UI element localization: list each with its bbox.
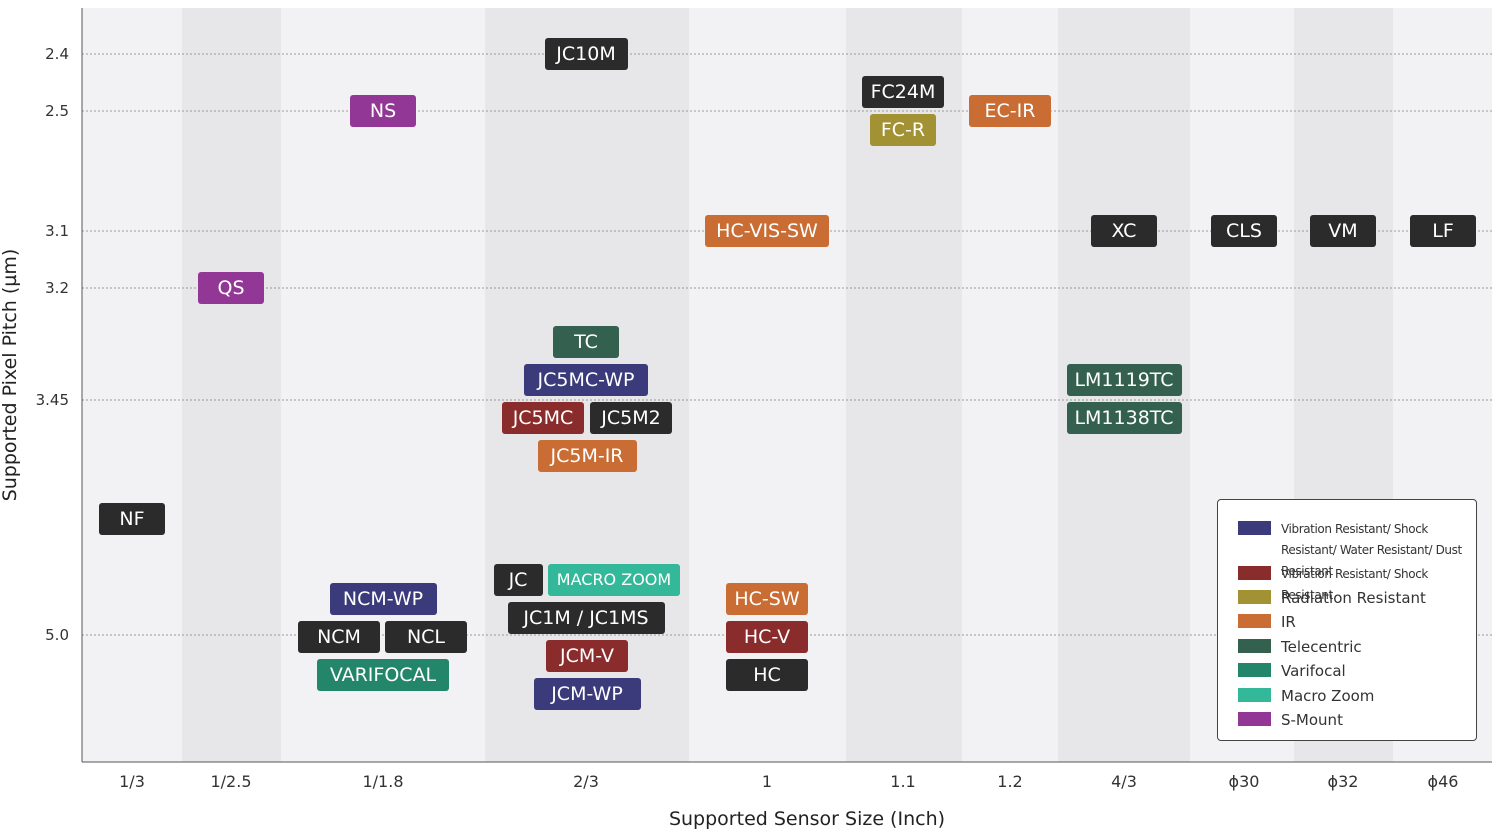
product-badge-jcm-wp: JCM-WP bbox=[533, 678, 641, 710]
product-badge-varifocal: VARIFOCAL bbox=[317, 659, 449, 691]
y-tick-label: 2.4 bbox=[45, 45, 69, 63]
legend-swatch bbox=[1238, 614, 1271, 628]
product-badge-hc-vis-sw: HC-VIS-SW bbox=[705, 215, 829, 247]
column-band bbox=[82, 8, 182, 762]
legend-item: Radiation Resistant bbox=[1238, 588, 1471, 608]
product-badge-lf: LF bbox=[1410, 215, 1476, 247]
legend-item: IR bbox=[1238, 612, 1471, 632]
x-axis-label: Supported Sensor Size (Inch) bbox=[669, 808, 945, 830]
legend-item: Macro Zoom bbox=[1238, 686, 1471, 706]
product-badge-lm1138tc: LM1138TC bbox=[1066, 402, 1182, 434]
legend-swatch bbox=[1238, 590, 1271, 604]
legend-swatch bbox=[1238, 712, 1271, 726]
y-tick-labels: 2.4 2.5 3.1 3.2 3.45 5.0 bbox=[36, 45, 69, 644]
product-badge-cls: CLS bbox=[1211, 215, 1277, 247]
product-badge-ncm: NCM bbox=[298, 621, 380, 653]
legend-label: Telecentric bbox=[1281, 638, 1362, 656]
x-tick-label: 1/3 bbox=[119, 772, 145, 791]
product-badge-tc: TC bbox=[553, 326, 619, 358]
x-tick-label: ϕ30 bbox=[1229, 772, 1260, 791]
x-tick-label: 1/1.8 bbox=[362, 772, 403, 791]
x-tick-labels: 1/3 1/2.5 1/1.8 2/3 1 1.1 1.2 4/3 ϕ30 ϕ32 ϕ46 bbox=[119, 772, 1458, 791]
legend-label: Vibration Resistant/ Shock Resistant/ Wa… bbox=[1281, 522, 1462, 578]
x-tick-label: 2/3 bbox=[573, 772, 599, 791]
product-badge-jc5m-ir: JC5M-IR bbox=[537, 440, 637, 472]
y-tick-label: 3.2 bbox=[45, 279, 69, 297]
y-tick-label: 2.5 bbox=[45, 102, 69, 120]
product-badge-ec-ir: EC-IR bbox=[969, 95, 1051, 127]
legend-swatch bbox=[1238, 566, 1271, 580]
legend: Vibration Resistant/ Shock Resistant/ Wa… bbox=[1217, 499, 1477, 741]
product-badge-jc5mc: JC5MC bbox=[502, 402, 584, 434]
column-band bbox=[182, 8, 281, 762]
product-badge-jc10m: JC10M bbox=[544, 38, 628, 70]
product-badge-ns: NS bbox=[350, 95, 416, 127]
x-tick-label: 1/2.5 bbox=[210, 772, 251, 791]
y-tick-label: 5.0 bbox=[45, 626, 69, 644]
product-badge-jc: JC bbox=[493, 564, 543, 596]
product-badge-macro-zoom: MACRO ZOOM bbox=[548, 564, 680, 596]
y-tick-label: 3.45 bbox=[36, 391, 69, 409]
column-band bbox=[962, 8, 1058, 762]
legend-item: Vibration Resistant/ Shock Resistant/ Wa… bbox=[1238, 519, 1471, 582]
y-tick-label: 3.1 bbox=[45, 222, 69, 240]
product-badge-lm1119tc: LM1119TC bbox=[1066, 364, 1182, 396]
product-badge-nf: NF bbox=[99, 503, 165, 535]
legend-label: Vibration Resistant/ Shock Resistant bbox=[1281, 567, 1428, 602]
x-tick-label: ϕ32 bbox=[1328, 772, 1359, 791]
product-badge-fc-r: FC-R bbox=[870, 114, 936, 146]
legend-item: Vibration Resistant/ Shock Resistant bbox=[1238, 564, 1471, 606]
legend-swatch bbox=[1238, 663, 1271, 677]
x-tick-label: 1 bbox=[762, 772, 772, 791]
x-tick-label: 4/3 bbox=[1111, 772, 1137, 791]
legend-swatch bbox=[1238, 521, 1271, 535]
x-tick-label: ϕ46 bbox=[1428, 772, 1459, 791]
product-badge-hc: HC bbox=[726, 659, 808, 691]
x-tick-label: 1.2 bbox=[997, 772, 1022, 791]
legend-item: S-Mount bbox=[1238, 710, 1471, 730]
product-badge-jc5m2: JC5M2 bbox=[590, 402, 672, 434]
product-badge-xc: XC bbox=[1091, 215, 1157, 247]
legend-label: Radiation Resistant bbox=[1281, 589, 1426, 607]
legend-label: S-Mount bbox=[1281, 711, 1343, 729]
legend-item: Telecentric bbox=[1238, 637, 1471, 657]
product-badge-fc24m: FC24M bbox=[862, 76, 944, 108]
legend-item: Varifocal bbox=[1238, 661, 1471, 681]
product-badge-qs: QS bbox=[198, 272, 264, 304]
product-badge-jc1m-jc1ms: JC1M / JC1MS bbox=[507, 602, 665, 634]
legend-label: Varifocal bbox=[1281, 662, 1346, 680]
x-tick-label: 1.1 bbox=[890, 772, 915, 791]
product-badge-jcm-v: JCM-V bbox=[546, 640, 628, 672]
legend-label: Macro Zoom bbox=[1281, 687, 1375, 705]
product-badge-hc-v: HC-V bbox=[726, 621, 808, 653]
product-badge-vm: VM bbox=[1310, 215, 1376, 247]
legend-label: IR bbox=[1281, 613, 1296, 631]
product-badge-ncl: NCL bbox=[385, 621, 467, 653]
product-badge-ncm-wp: NCM-WP bbox=[329, 583, 437, 615]
legend-swatch bbox=[1238, 639, 1271, 653]
y-axis-label: Supported Pixel Pitch (µm) bbox=[0, 249, 21, 502]
legend-swatch bbox=[1238, 688, 1271, 702]
product-badge-jc5mc-wp: JC5MC-WP bbox=[524, 364, 648, 396]
product-badge-hc-sw: HC-SW bbox=[726, 583, 808, 615]
axes bbox=[81, 8, 1492, 763]
